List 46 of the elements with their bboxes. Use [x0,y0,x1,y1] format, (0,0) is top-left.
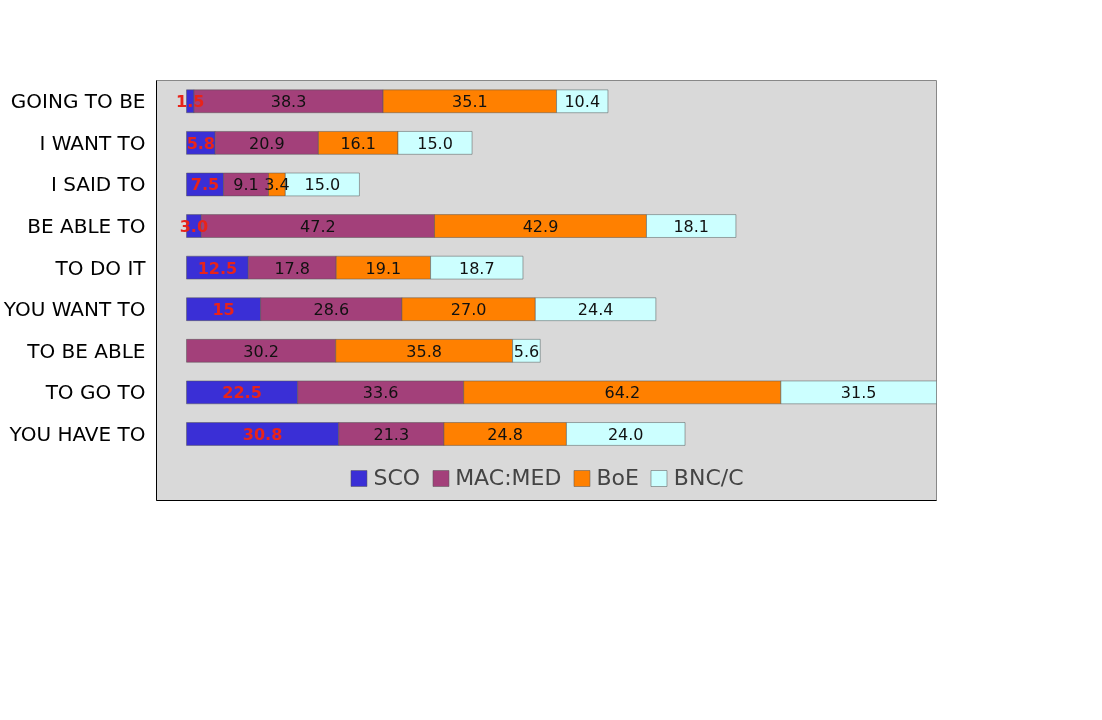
data-label: 7.5 [190,175,220,195]
data-label: 30.2 [243,341,279,361]
data-label: 9.1 [233,175,259,195]
data-label: 35.8 [406,341,442,361]
y-tick-label: I SAID TO [50,172,146,197]
legend-label: SCO [373,465,421,490]
data-label: 16.1 [340,133,376,153]
data-label: 5.6 [513,341,540,361]
data-label: 15.0 [304,175,341,195]
legend-label: BNC/C [673,465,744,490]
data-label: 18.1 [673,217,710,237]
data-label: 24.4 [577,300,614,320]
data-label: 19.1 [365,258,402,278]
y-tick-label: YOU HAVE TO [8,421,146,446]
y-tick-label: BE ABLE TO [27,214,146,239]
y-tick-label: YOU WANT TO [2,297,146,322]
data-label: 12.5 [197,258,238,278]
data-label: 47.2 [300,217,336,237]
y-tick-label: TO BE ABLE [26,338,146,363]
y-tick-label: GOING TO BE [10,89,146,114]
data-label: 38.3 [270,92,307,112]
data-label: 42.9 [522,217,559,237]
y-tick-label: TO GO TO [44,380,146,405]
data-label: 30.8 [242,424,283,444]
data-label: 33.6 [362,383,399,403]
data-label: 27.0 [450,300,487,320]
data-label: 64.2 [604,383,641,403]
data-label: 35.1 [452,92,488,112]
data-label: 28.6 [313,300,350,320]
legend-label: BoE [596,465,639,490]
y-tick-label: I WANT TO [39,130,146,155]
y-tick-label: TO DO IT [54,255,147,280]
data-label: 24.8 [487,424,523,444]
data-label: 10.4 [564,92,601,112]
data-label: 18.7 [458,258,495,278]
data-label: 5.8 [186,133,215,153]
data-label: 24.0 [607,424,644,444]
data-label: 1.5 [176,92,205,112]
data-label: 15.0 [417,133,453,153]
legend-label: MAC:MED [455,465,562,490]
data-label: 15 [212,300,235,320]
data-label: 20.9 [248,133,285,153]
data-label: 17.8 [274,258,311,278]
data-label: 22.5 [222,383,262,403]
data-label: 31.5 [840,383,877,403]
data-label: 21.3 [373,424,410,444]
